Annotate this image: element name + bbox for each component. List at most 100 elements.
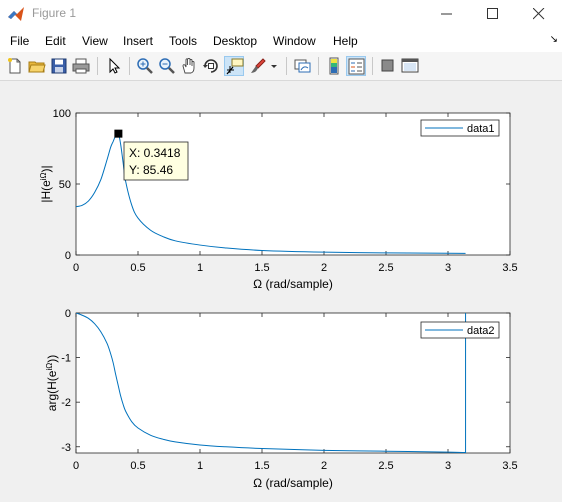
phase-y-label-main: arg(H(e <box>45 370 59 411</box>
legend-entry-data1: data1 <box>467 123 495 135</box>
hide-plot-tools-button[interactable] <box>378 56 398 76</box>
print-icon <box>72 58 90 74</box>
new-figure-button[interactable] <box>5 56 25 76</box>
show-plot-tools-button[interactable] <box>400 56 420 76</box>
figure-canvas[interactable]: 0 0.5 1 1.5 2 2.5 3 3.5 0 50 100 Ω (rad/sample) |H… <box>2 82 560 502</box>
magnitude-y-label-main: |H(e <box>39 180 53 203</box>
maximize-icon <box>487 8 498 19</box>
phase-y-label-sup: iΩ <box>45 363 54 371</box>
datatip-box <box>123 141 189 181</box>
magnitude-y-label-sup: iΩ <box>39 172 48 180</box>
magnitude-y-label-tail: )| <box>39 165 53 172</box>
zoom-in-icon <box>137 58 153 74</box>
pan-button[interactable] <box>179 56 199 76</box>
maximize-button[interactable] <box>470 0 516 28</box>
save-button[interactable] <box>49 56 69 76</box>
axes-phase[interactable]: 0 0.5 1 1.5 2 2.5 3 3.5 0 -1 -2 -3 Ω (rad/sample) a… <box>45 308 518 490</box>
series-data2-line[interactable] <box>76 313 467 463</box>
magnitude-x-axis-label: Ω (rad/sample) <box>253 277 333 291</box>
dock-arrow-icon[interactable]: ↘ <box>549 34 558 45</box>
show-plot-tools-icon <box>401 58 419 73</box>
legend-icon <box>348 58 365 75</box>
magnitude-y-tick-label: 50 <box>59 179 71 191</box>
open-file-button[interactable] <box>27 56 47 76</box>
print-button[interactable] <box>71 56 91 76</box>
zoom-out-icon <box>159 58 175 74</box>
axes-magnitude[interactable]: 0 0.5 1 1.5 2 2.5 3 3.5 0 50 100 Ω (rad/sample) |H… <box>39 108 518 291</box>
magnitude-x-tick-label: 0.5 <box>130 262 145 274</box>
phase-x-tick-label: 1.5 <box>254 460 269 472</box>
magnitude-y-tick-label: 100 <box>53 108 71 120</box>
brush-dropdown-button[interactable] <box>268 56 280 76</box>
menu-view[interactable]: View <box>82 34 108 48</box>
zoom-out-button[interactable] <box>157 56 177 76</box>
datatip-marker[interactable] <box>114 129 123 138</box>
phase-x-axis-label: Ω (rad/sample) <box>253 476 333 490</box>
matlab-logo-icon <box>8 7 24 21</box>
magnitude-x-tick-label: 3 <box>445 262 451 274</box>
data-cursor-button[interactable] <box>224 56 244 76</box>
pan-hand-icon <box>182 58 195 74</box>
legend-button[interactable] <box>346 56 366 76</box>
colorbar-icon <box>329 57 339 75</box>
magnitude-x-tick-label: 2.5 <box>378 262 393 274</box>
minimize-icon <box>441 13 452 15</box>
magnitude-y-tick-label: 0 <box>65 250 71 262</box>
magnitude-x-tick-label: 3.5 <box>502 262 517 274</box>
figure-toolbar <box>0 52 562 81</box>
data-cursor-icon <box>226 58 244 75</box>
phase-y-tick-label: 0 <box>65 308 71 320</box>
datatip-y: Y: 85.46 <box>129 163 173 177</box>
phase-x-tick-label: 3 <box>445 460 451 472</box>
series-data1-line[interactable] <box>76 132 466 254</box>
menu-help[interactable]: Help <box>333 34 358 48</box>
phase-y-tick-label: -1 <box>61 353 71 365</box>
zoom-in-button[interactable] <box>135 56 155 76</box>
menu-bar: File Edit View Insert Tools Desktop Wind… <box>0 28 562 52</box>
phase-x-tick-label: 0 <box>73 460 79 472</box>
menu-file[interactable]: File <box>10 34 30 48</box>
menu-edit[interactable]: Edit <box>45 34 66 48</box>
magnitude-x-tick-label: 0 <box>73 262 79 274</box>
magnitude-y-axis-label: |H(eiΩ)| <box>39 165 54 202</box>
menu-desktop[interactable]: Desktop <box>213 34 258 48</box>
legend-entry-data2: data2 <box>467 325 495 337</box>
phase-y-label-tail: )) <box>45 355 59 363</box>
phase-x-tick-label: 0.5 <box>130 460 145 472</box>
open-file-icon <box>28 61 46 73</box>
title-bar: Figure 1 <box>0 0 562 28</box>
menu-tools[interactable]: Tools <box>169 34 198 48</box>
link-plot-button[interactable] <box>293 56 313 76</box>
rotate-3d-button[interactable] <box>201 56 221 76</box>
legend-data1[interactable]: data1 <box>420 119 500 137</box>
phase-x-tick-label: 2 <box>321 460 327 472</box>
datatip[interactable]: X: 0.3418 Y: 85.46 <box>114 129 189 181</box>
magnitude-x-tick-label: 1 <box>197 262 203 274</box>
brush-button[interactable] <box>248 56 268 76</box>
phase-x-tick-label: 1 <box>197 460 203 472</box>
datatip-x: X: 0.3418 <box>129 146 181 160</box>
phase-y-tick-label: -2 <box>61 397 71 409</box>
phase-y-axis-label: arg(H(eiΩ)) <box>45 355 60 411</box>
window-title: Figure 1 <box>32 6 77 20</box>
brush-icon <box>251 58 266 73</box>
save-icon <box>51 58 67 74</box>
magnitude-x-tick-label: 1.5 <box>254 262 269 274</box>
menu-window[interactable]: Window <box>273 34 316 48</box>
link-plot-icon <box>294 59 311 73</box>
legend-data2[interactable]: data2 <box>420 321 500 339</box>
phase-y-tick-label: -3 <box>61 442 71 454</box>
minimize-button[interactable] <box>424 0 470 28</box>
magnitude-x-tick-label: 2 <box>321 262 327 274</box>
select-button[interactable] <box>104 56 124 76</box>
close-button[interactable] <box>516 0 562 28</box>
new-figure-icon <box>8 58 21 74</box>
brush-dropdown-icon <box>271 65 277 68</box>
phase-x-tick-label: 2.5 <box>378 460 393 472</box>
hide-plot-tools-icon <box>381 59 394 72</box>
rotate-3d-icon <box>203 59 218 73</box>
menu-insert[interactable]: Insert <box>123 34 154 48</box>
colorbar-button[interactable] <box>324 56 344 76</box>
select-arrow-icon <box>109 57 121 74</box>
